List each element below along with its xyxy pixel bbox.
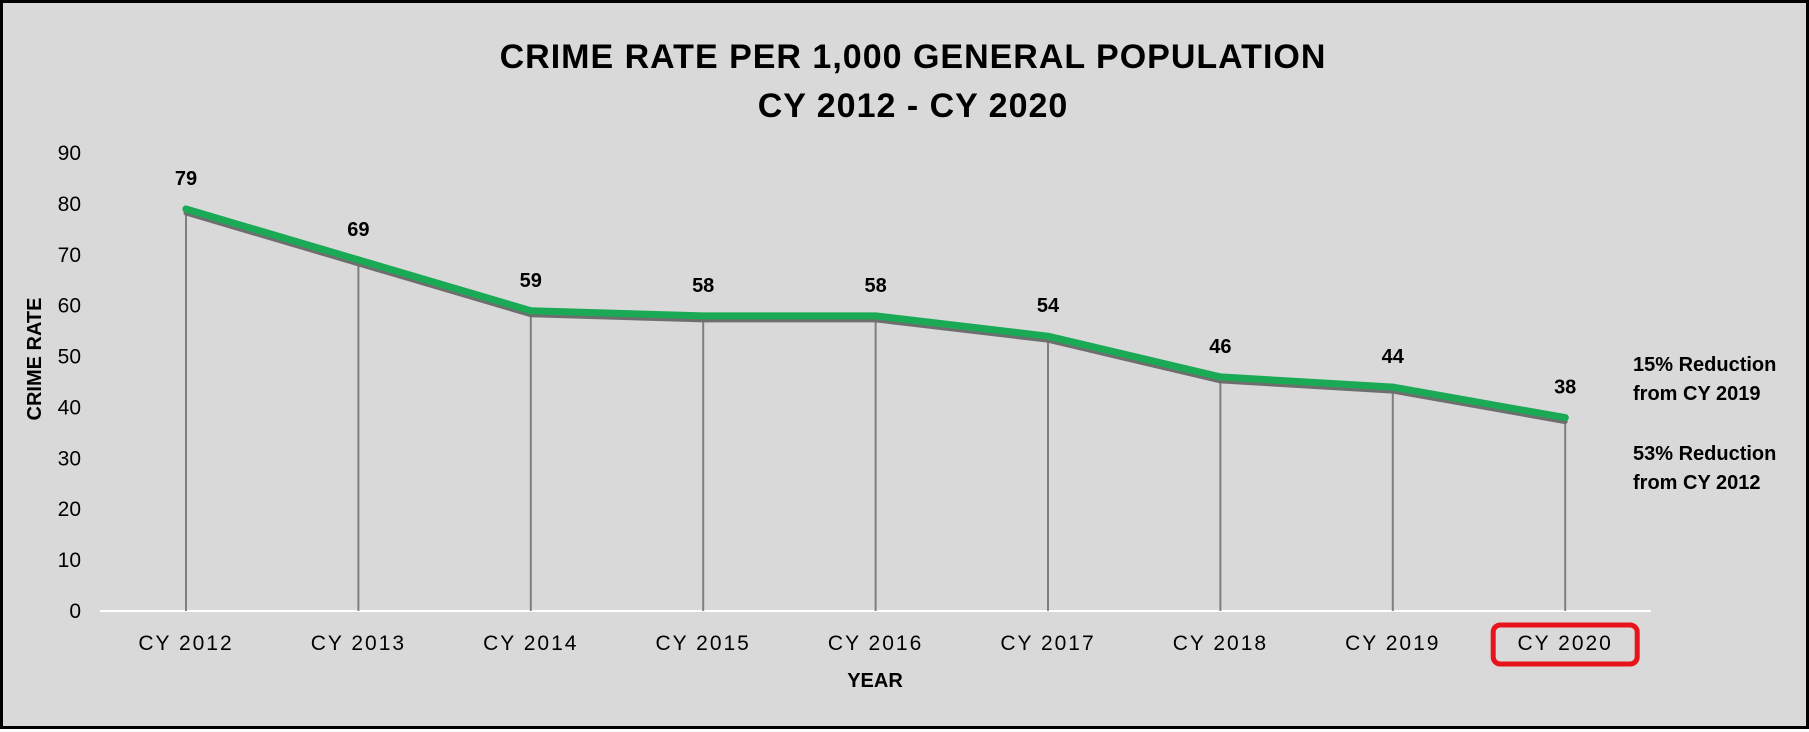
highlight-box: [1490, 622, 1640, 667]
y-tick-label: 70: [58, 244, 81, 267]
x-tick-label: CY 2016: [828, 632, 923, 655]
y-tick-label: 90: [58, 142, 81, 165]
x-tick-label: CY 2015: [656, 632, 751, 655]
data-label: 38: [1554, 377, 1576, 399]
y-tick-label: 0: [69, 600, 81, 623]
data-point: [1561, 414, 1569, 422]
x-tick-label: CY 2014: [483, 632, 578, 655]
series-line-shadow: [183, 210, 1568, 425]
y-tick-label: 20: [58, 498, 81, 521]
data-point: [182, 205, 190, 213]
x-tick-label: CY 2017: [1000, 632, 1095, 655]
y-tick-label: 10: [58, 549, 81, 572]
data-label: 44: [1382, 346, 1405, 368]
y-axis-ticks: 0 10 20 30 40 50 60 70 80 90: [58, 142, 81, 623]
y-tick-label: 50: [58, 346, 81, 369]
data-labels: 79 69 59 58 58 54 46 44 38: [175, 168, 1576, 399]
data-point: [527, 307, 535, 315]
chart-title-line-1: CRIME RATE PER 1,000 GENERAL POPULATION: [500, 38, 1327, 76]
data-label: 79: [175, 168, 197, 190]
series-lines: [182, 205, 1569, 425]
y-axis-title: CRIME RATE: [24, 298, 46, 421]
data-point: [354, 256, 362, 264]
y-tick-label: 60: [58, 295, 81, 318]
line-chart: CRIME RATE PER 1,000 GENERAL POPULATION …: [24, 38, 1776, 692]
y-tick-label: 30: [58, 447, 81, 470]
data-point: [1389, 383, 1397, 391]
annotation-reduction-2019: 15% Reduction from CY 2019: [1633, 354, 1776, 405]
data-label: 59: [520, 270, 542, 292]
x-tick-label: CY 2012: [138, 632, 233, 655]
drop-lines: [185, 208, 1567, 611]
data-label: 69: [347, 219, 369, 241]
x-axis-ticks: CY 2012 CY 2013 CY 2014 CY 2015 CY 2016 CY 20…: [138, 632, 1613, 655]
data-label: 54: [1037, 295, 1060, 317]
data-point: [872, 312, 880, 320]
x-tick-label: CY 2020: [1518, 632, 1613, 655]
annotation-reduction-2012: 53% Reduction from CY 2012: [1633, 443, 1776, 494]
data-point: [1216, 373, 1224, 381]
data-point: [699, 312, 707, 320]
data-label: 58: [692, 275, 714, 297]
y-tick-label: 80: [58, 193, 81, 216]
annotation-reduction-2019-line-2: from CY 2019: [1633, 383, 1760, 405]
x-tick-label: CY 2013: [311, 632, 406, 655]
x-axis-title: YEAR: [847, 670, 903, 692]
data-point: [1044, 332, 1052, 340]
y-tick-label: 40: [58, 396, 81, 419]
x-tick-label: CY 2018: [1173, 632, 1268, 655]
chart-title: CRIME RATE PER 1,000 GENERAL POPULATION …: [500, 38, 1327, 125]
data-label: 58: [864, 275, 886, 297]
data-label: 46: [1209, 336, 1231, 358]
annotation-reduction-2019-line-1: 15% Reduction: [1633, 354, 1776, 376]
chart-title-line-2: CY 2012 - CY 2020: [758, 87, 1069, 125]
x-tick-label: CY 2019: [1345, 632, 1440, 655]
annotation-reduction-2012-line-1: 53% Reduction: [1633, 443, 1776, 465]
annotation-reduction-2012-line-2: from CY 2012: [1633, 472, 1760, 494]
